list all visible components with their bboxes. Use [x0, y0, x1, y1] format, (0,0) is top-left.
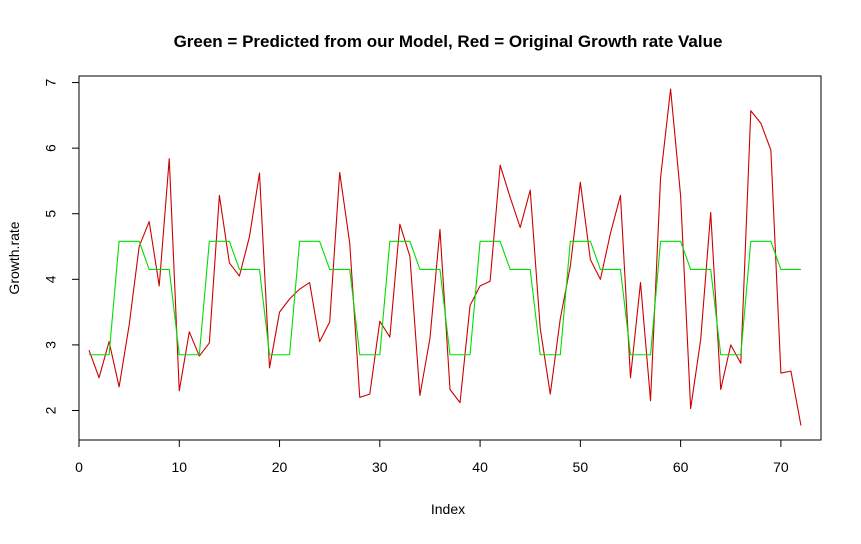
- y-tick-label: 5: [43, 210, 59, 218]
- x-tick-label: 50: [573, 459, 589, 475]
- x-tick-label: 20: [272, 459, 288, 475]
- x-tick-label: 10: [171, 459, 187, 475]
- x-axis-label: Index: [431, 501, 465, 517]
- y-tick-label: 3: [43, 341, 59, 349]
- x-tick-label: 40: [472, 459, 488, 475]
- chart-title: Green = Predicted from our Model, Red = …: [174, 32, 723, 51]
- y-tick-label: 7: [43, 78, 59, 86]
- y-axis-label: Growth.rate: [6, 221, 22, 294]
- y-tick-label: 4: [43, 275, 59, 283]
- x-tick-label: 30: [372, 459, 388, 475]
- series-line-2: [89, 240, 801, 356]
- x-tick-label: 70: [773, 459, 789, 475]
- series-layer: [88, 88, 802, 426]
- x-tick-label: 0: [75, 459, 83, 475]
- y-tick-label: 2: [43, 406, 59, 414]
- x-tick-label: 60: [673, 459, 689, 475]
- x-axis: 0 10 20 30 40 50 60 70: [75, 439, 789, 475]
- y-tick-label: 6: [43, 144, 59, 152]
- y-axis: 2 3 4 5 6 7: [43, 78, 80, 414]
- series-line-1: [88, 88, 802, 426]
